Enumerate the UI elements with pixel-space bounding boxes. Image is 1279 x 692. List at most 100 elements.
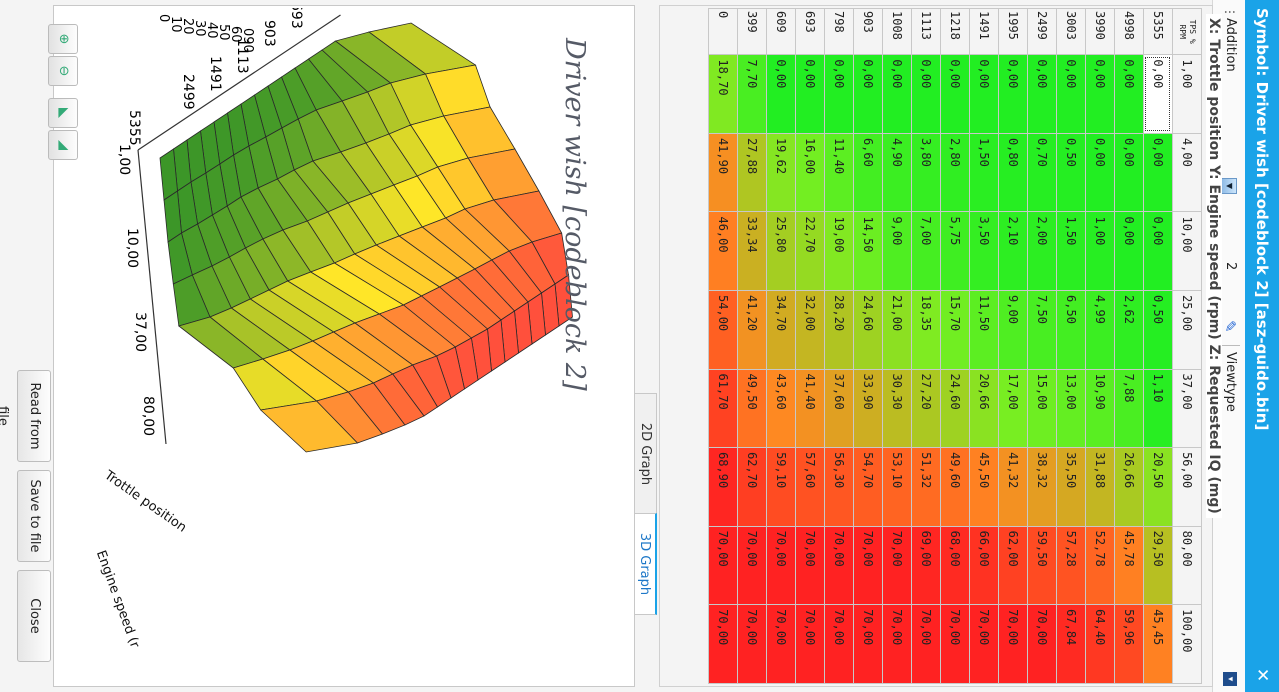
table-cell[interactable]: 62,70	[737, 447, 767, 527]
table-cell[interactable]: 41,90	[708, 133, 738, 212]
table-cell[interactable]: 70,00	[969, 604, 999, 684]
table-cell[interactable]: 2,10	[998, 211, 1028, 291]
table-cell[interactable]: 13,00	[1056, 369, 1086, 448]
table-cell[interactable]: 34,70	[766, 290, 796, 370]
table-cell[interactable]: 0,00	[1143, 133, 1173, 212]
surface-graph[interactable]: 1,00 10,00 37,00 80,00 5355 2499 1491 1113 903 69…	[78, 8, 630, 688]
table-cell[interactable]: 26,66	[1114, 447, 1144, 527]
table-cell[interactable]: 0,00	[969, 54, 999, 134]
table-cell[interactable]: 54,00	[708, 290, 738, 370]
table-cell[interactable]: 2,80	[940, 133, 970, 212]
table-cell[interactable]: 70,00	[795, 526, 825, 605]
table-cell[interactable]: 0,00	[1143, 54, 1173, 134]
table-cell[interactable]: 0,00	[1114, 211, 1144, 291]
table-cell[interactable]: 70,00	[824, 604, 854, 684]
table-cell[interactable]: 0,80	[998, 133, 1028, 212]
zoom-in-icon[interactable]: ⊕	[48, 24, 78, 54]
table-cell[interactable]: 70,00	[853, 526, 883, 605]
table-cell[interactable]: 0,00	[940, 54, 970, 134]
table-cell[interactable]: 21,00	[882, 290, 912, 370]
table-cell[interactable]: 0,50	[1056, 133, 1086, 212]
table-cell[interactable]: 52,78	[1085, 526, 1115, 605]
table-cell[interactable]: 1,50	[969, 133, 999, 212]
table-cell[interactable]: 70,00	[737, 526, 767, 605]
table-cell[interactable]: 0,00	[795, 54, 825, 134]
window-menu-icon[interactable]: ▾	[1223, 672, 1237, 686]
table-cell[interactable]: 32,00	[795, 290, 825, 370]
table-cell[interactable]: 57,60	[795, 447, 825, 527]
table-cell[interactable]: 0,00	[911, 54, 941, 134]
table-cell[interactable]: 70,00	[824, 526, 854, 605]
zoom-out-icon[interactable]: ⊖	[48, 56, 78, 86]
table-cell[interactable]: 0,00	[1056, 54, 1086, 134]
table-cell[interactable]: 24,60	[853, 290, 883, 370]
combo-dropdown-icon[interactable]: ▼	[1221, 178, 1237, 194]
table-cell[interactable]: 6,50	[1056, 290, 1086, 370]
table-cell[interactable]: 14,50	[853, 211, 883, 291]
table-cell[interactable]: 70,00	[737, 604, 767, 684]
table-cell[interactable]: 0,00	[1114, 133, 1144, 212]
table-cell[interactable]: 70,00	[708, 526, 738, 605]
table-cell[interactable]: 70,00	[795, 604, 825, 684]
table-cell[interactable]: 45,45	[1143, 604, 1173, 684]
table-cell[interactable]: 59,50	[1027, 526, 1057, 605]
table-cell[interactable]: 5,75	[940, 211, 970, 291]
rotate-left-icon[interactable]: ◣	[48, 98, 78, 128]
save-to-file-button[interactable]: Save to file	[17, 470, 51, 562]
table-cell[interactable]: 10,90	[1085, 369, 1115, 448]
table-cell[interactable]: 2,00	[1027, 211, 1057, 291]
table-cell[interactable]: 15,00	[1027, 369, 1057, 448]
table-cell[interactable]: 4,90	[882, 133, 912, 212]
table-cell[interactable]: 0,00	[882, 54, 912, 134]
table-cell[interactable]: 70,00	[853, 604, 883, 684]
read-from-file-button[interactable]: Read from file	[0, 370, 51, 462]
table-cell[interactable]: 69,00	[911, 526, 941, 605]
table-cell[interactable]: 16,00	[795, 133, 825, 212]
table-cell[interactable]: 70,00	[766, 526, 796, 605]
table-cell[interactable]: 0,00	[1085, 54, 1115, 134]
table-cell[interactable]: 54,70	[853, 447, 883, 527]
table-cell[interactable]: 19,00	[824, 211, 854, 291]
table-cell[interactable]: 1,10	[1143, 369, 1173, 448]
table-cell[interactable]: 11,50	[969, 290, 999, 370]
tab-2d-graph[interactable]: 2D Graph	[634, 393, 657, 515]
table-cell[interactable]: 0,00	[1085, 133, 1115, 212]
table-cell[interactable]: 24,60	[940, 369, 970, 448]
table-cell[interactable]: 3,50	[969, 211, 999, 291]
table-cell[interactable]: 7,70	[737, 54, 767, 134]
close-button[interactable]: Close	[17, 570, 51, 662]
table-cell[interactable]: 0,00	[824, 54, 854, 134]
table-cell[interactable]: 70,00	[766, 604, 796, 684]
table-cell[interactable]: 27,20	[911, 369, 941, 448]
table-cell[interactable]: 43,60	[766, 369, 796, 448]
table-cell[interactable]: 1,00	[1085, 211, 1115, 291]
table-cell[interactable]: 45,78	[1114, 526, 1144, 605]
table-cell[interactable]: 70,00	[911, 604, 941, 684]
table-cell[interactable]: 33,90	[853, 369, 883, 448]
table-cell[interactable]: 30,30	[882, 369, 912, 448]
table-cell[interactable]: 70,00	[882, 604, 912, 684]
table-cell[interactable]: 17,00	[998, 369, 1028, 448]
table-cell[interactable]: 9,00	[998, 290, 1028, 370]
table-cell[interactable]: 20,66	[969, 369, 999, 448]
table-cell[interactable]: 70,00	[882, 526, 912, 605]
table-cell[interactable]: 59,96	[1114, 604, 1144, 684]
table-cell[interactable]: 56,30	[824, 447, 854, 527]
table-cell[interactable]: 45,50	[969, 447, 999, 527]
table-cell[interactable]: 53,10	[882, 447, 912, 527]
table-cell[interactable]: 28,20	[824, 290, 854, 370]
table-cell[interactable]: 0,00	[766, 54, 796, 134]
table-cell[interactable]: 1,50	[1056, 211, 1086, 291]
table-cell[interactable]: 67,84	[1056, 604, 1086, 684]
table-cell[interactable]: 25,80	[766, 211, 796, 291]
table-cell[interactable]: 49,60	[940, 447, 970, 527]
table-cell[interactable]: 18,35	[911, 290, 941, 370]
table-cell[interactable]: 41,32	[998, 447, 1028, 527]
table-cell[interactable]: 49,50	[737, 369, 767, 448]
table-cell[interactable]: 4,99	[1085, 290, 1115, 370]
table-cell[interactable]: 41,20	[737, 290, 767, 370]
table-cell[interactable]: 29,50	[1143, 526, 1173, 605]
table-cell[interactable]: 46,00	[708, 211, 738, 291]
table-cell[interactable]: 62,00	[998, 526, 1028, 605]
table-cell[interactable]: 0,00	[1143, 211, 1173, 291]
